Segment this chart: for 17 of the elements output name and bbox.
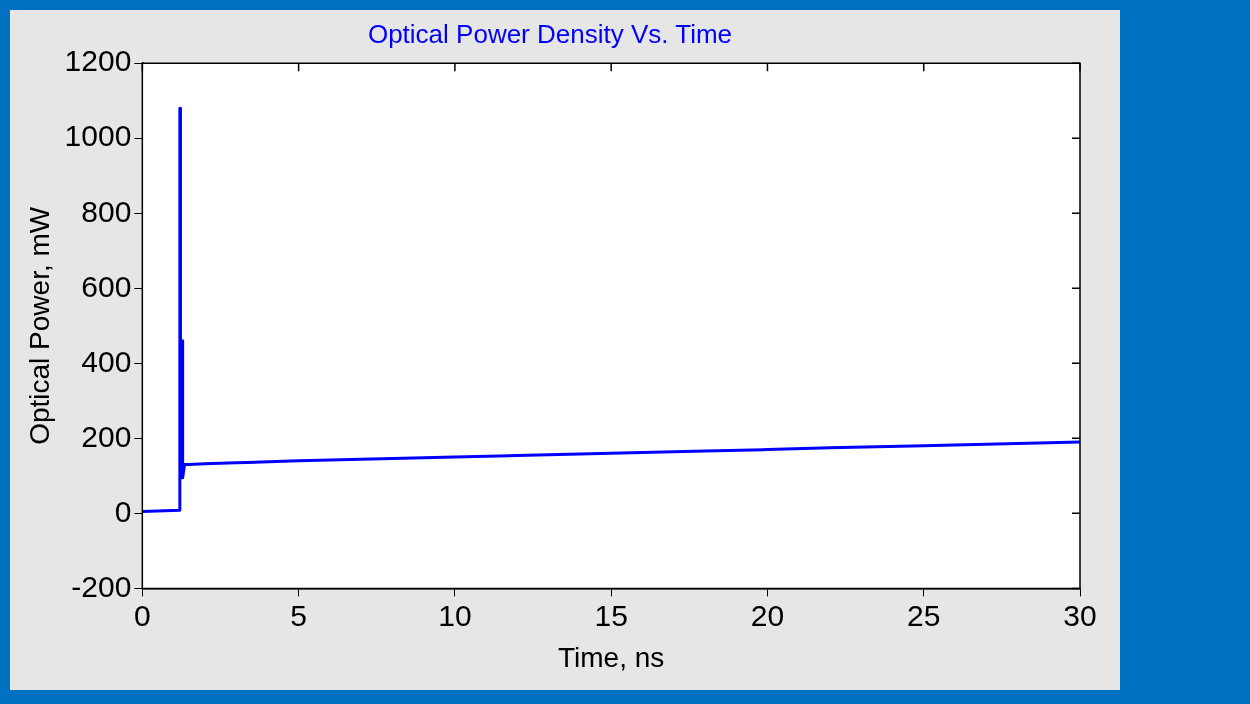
x-tick-label: 5: [290, 598, 307, 632]
y-tick-label: 800: [81, 194, 132, 228]
y-tick-label: 1000: [64, 119, 132, 153]
y-tick-label: 1200: [64, 44, 132, 78]
y-tick-label: 600: [81, 269, 132, 303]
chart-title: Optical Power Density Vs. Time: [367, 18, 733, 49]
y-axis-title: Optical Power, mW: [23, 206, 55, 445]
x-axis-title: Time, ns: [558, 641, 665, 673]
y-tick-label: 400: [81, 344, 132, 378]
x-tick-label: 25: [907, 598, 941, 632]
x-tick-label: 10: [438, 598, 472, 632]
y-tick-label: -200: [71, 569, 132, 603]
y-tick-label: 200: [81, 419, 132, 453]
x-tick-label: 30: [1063, 598, 1097, 632]
x-tick-label: 15: [594, 598, 628, 632]
x-tick-label: 20: [750, 598, 785, 632]
y-tick-label: 0: [114, 494, 132, 528]
